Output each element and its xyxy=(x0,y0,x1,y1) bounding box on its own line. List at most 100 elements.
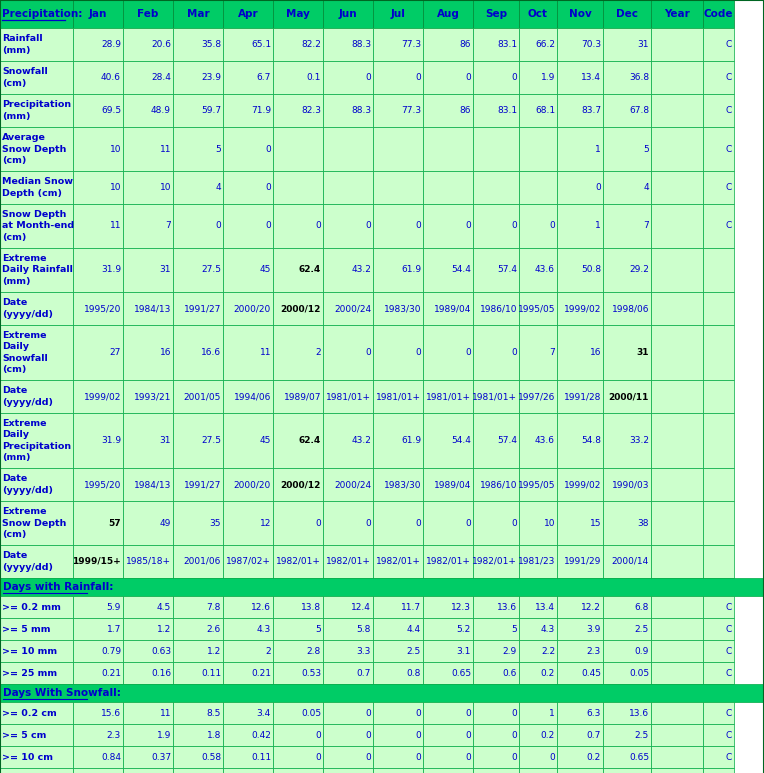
Bar xyxy=(703,468,734,501)
Text: 11: 11 xyxy=(260,348,271,357)
Text: 2.9: 2.9 xyxy=(503,646,517,656)
Bar xyxy=(651,545,703,578)
Text: 1983/30: 1983/30 xyxy=(384,304,421,313)
Text: 31: 31 xyxy=(636,348,649,357)
Text: 2.3: 2.3 xyxy=(587,646,601,656)
Bar xyxy=(603,596,651,618)
Bar xyxy=(603,413,651,468)
Text: 3.3: 3.3 xyxy=(357,646,371,656)
Bar xyxy=(373,640,423,662)
Text: 1989/04: 1989/04 xyxy=(434,480,471,489)
Text: 0.21: 0.21 xyxy=(251,669,271,677)
Bar xyxy=(557,702,603,724)
Text: 4.4: 4.4 xyxy=(407,625,421,634)
Text: 70.3: 70.3 xyxy=(581,40,601,49)
Bar xyxy=(73,501,123,545)
Text: 0: 0 xyxy=(365,752,371,761)
Bar xyxy=(123,61,173,94)
Bar xyxy=(273,596,323,618)
Text: Code: Code xyxy=(704,9,733,19)
Text: 0: 0 xyxy=(465,709,471,717)
Bar xyxy=(173,724,223,746)
Text: 83.7: 83.7 xyxy=(581,106,601,115)
Text: 31: 31 xyxy=(160,265,171,274)
Bar xyxy=(173,596,223,618)
Text: 0: 0 xyxy=(511,730,517,740)
Text: 5: 5 xyxy=(215,145,221,154)
Bar xyxy=(423,204,473,248)
Bar xyxy=(173,501,223,545)
Bar xyxy=(373,702,423,724)
Text: 1999/02: 1999/02 xyxy=(564,304,601,313)
Bar xyxy=(73,640,123,662)
Bar xyxy=(423,501,473,545)
Text: 0.1: 0.1 xyxy=(306,73,321,82)
Bar xyxy=(519,468,557,501)
Text: 2001/05: 2001/05 xyxy=(183,392,221,401)
Text: 0: 0 xyxy=(511,348,517,357)
Text: 11: 11 xyxy=(160,145,171,154)
Bar xyxy=(557,325,603,380)
Text: 1981/01+: 1981/01+ xyxy=(426,392,471,401)
Bar xyxy=(173,702,223,724)
Bar xyxy=(519,545,557,578)
Bar xyxy=(123,662,173,684)
Text: 0: 0 xyxy=(416,73,421,82)
Bar xyxy=(123,746,173,768)
Text: 40.6: 40.6 xyxy=(101,73,121,82)
Bar xyxy=(73,204,123,248)
Text: 0: 0 xyxy=(365,222,371,230)
Bar xyxy=(323,127,373,171)
Text: 1995/20: 1995/20 xyxy=(83,480,121,489)
Bar xyxy=(273,702,323,724)
Text: 1984/13: 1984/13 xyxy=(134,304,171,313)
Bar xyxy=(423,746,473,768)
Bar xyxy=(423,325,473,380)
Bar xyxy=(473,325,519,380)
Bar xyxy=(373,127,423,171)
Bar xyxy=(651,596,703,618)
Text: 29.2: 29.2 xyxy=(629,265,649,274)
Text: 0.16: 0.16 xyxy=(151,669,171,677)
Bar xyxy=(0,0,73,28)
Text: 0: 0 xyxy=(416,752,421,761)
Bar xyxy=(273,413,323,468)
Bar xyxy=(323,248,373,292)
Bar xyxy=(223,325,273,380)
Bar xyxy=(73,545,123,578)
Bar xyxy=(323,28,373,61)
Text: 1990/03: 1990/03 xyxy=(611,480,649,489)
Text: 0.05: 0.05 xyxy=(301,709,321,717)
Bar xyxy=(603,501,651,545)
Bar xyxy=(173,413,223,468)
Text: 12.4: 12.4 xyxy=(351,602,371,611)
Bar xyxy=(173,28,223,61)
Bar xyxy=(173,768,223,773)
Bar xyxy=(423,468,473,501)
Text: Year: Year xyxy=(664,9,690,19)
Bar xyxy=(73,292,123,325)
Text: C: C xyxy=(726,106,732,115)
Bar xyxy=(651,292,703,325)
Text: 2000/11: 2000/11 xyxy=(609,392,649,401)
Bar xyxy=(323,292,373,325)
Text: 57.4: 57.4 xyxy=(497,265,517,274)
Text: 12: 12 xyxy=(260,519,271,527)
Bar xyxy=(703,292,734,325)
Text: 1998/06: 1998/06 xyxy=(611,304,649,313)
Bar xyxy=(603,171,651,204)
Bar xyxy=(273,618,323,640)
Bar xyxy=(703,204,734,248)
Text: 1983/30: 1983/30 xyxy=(384,480,421,489)
Text: 12.2: 12.2 xyxy=(581,602,601,611)
Text: 2.3: 2.3 xyxy=(107,730,121,740)
Bar xyxy=(473,596,519,618)
Bar xyxy=(323,746,373,768)
Bar xyxy=(173,248,223,292)
Bar xyxy=(603,545,651,578)
Text: 0.63: 0.63 xyxy=(151,646,171,656)
Text: Mar: Mar xyxy=(186,9,209,19)
Text: 1993/21: 1993/21 xyxy=(134,392,171,401)
Text: 2000/12: 2000/12 xyxy=(280,304,321,313)
Bar xyxy=(473,413,519,468)
